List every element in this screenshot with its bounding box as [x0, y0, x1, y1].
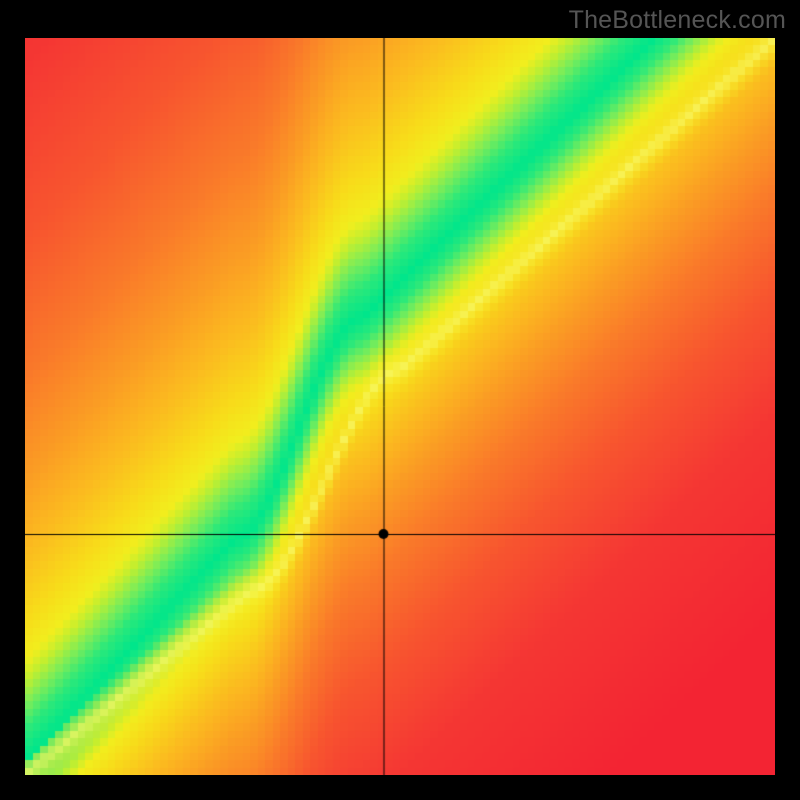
chart-container: TheBottleneck.com [0, 0, 800, 800]
watermark-text: TheBottleneck.com [569, 6, 786, 35]
crosshair-overlay [25, 38, 775, 775]
